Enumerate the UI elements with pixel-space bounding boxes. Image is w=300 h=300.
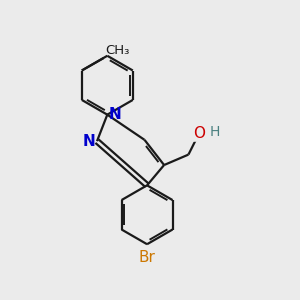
Text: N: N xyxy=(109,107,122,122)
Text: H: H xyxy=(209,125,220,139)
Text: Br: Br xyxy=(139,250,155,265)
Text: N: N xyxy=(83,134,95,149)
Text: CH₃: CH₃ xyxy=(105,44,129,57)
Text: O: O xyxy=(193,126,205,141)
